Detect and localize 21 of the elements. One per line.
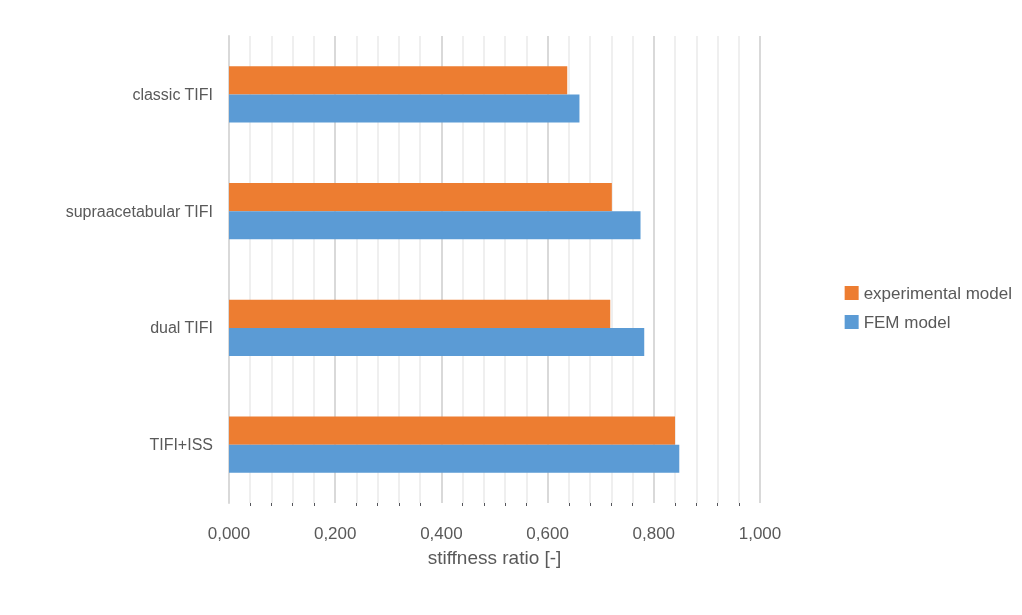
bar [229,444,680,473]
bar [229,327,645,356]
bar [229,94,580,123]
x-tick-label: 0,000 [207,524,251,543]
bar [229,183,612,212]
bar [229,299,611,328]
x-tick-label: 1,000 [738,524,782,543]
y-tick-label: dual TIFI [150,319,213,337]
bar [229,66,568,95]
y-tick-label: supraacetabular TIFI [65,202,213,220]
x-tick-label: 0,600 [526,524,569,543]
legend-label: experimental model [863,283,1013,303]
y-tick-label: TIFI+ISS [149,436,213,454]
y-tick-label: classic TIFI [132,85,213,103]
x-tick-label: 0,400 [420,524,463,543]
x-axis-title: stiffness ratio [-] [427,547,562,568]
x-tick-label: 0,800 [632,524,676,543]
x-tick-label: 0,200 [313,524,357,543]
legend-label: FEM model [863,312,951,332]
bar [229,211,641,240]
bar [229,416,676,445]
